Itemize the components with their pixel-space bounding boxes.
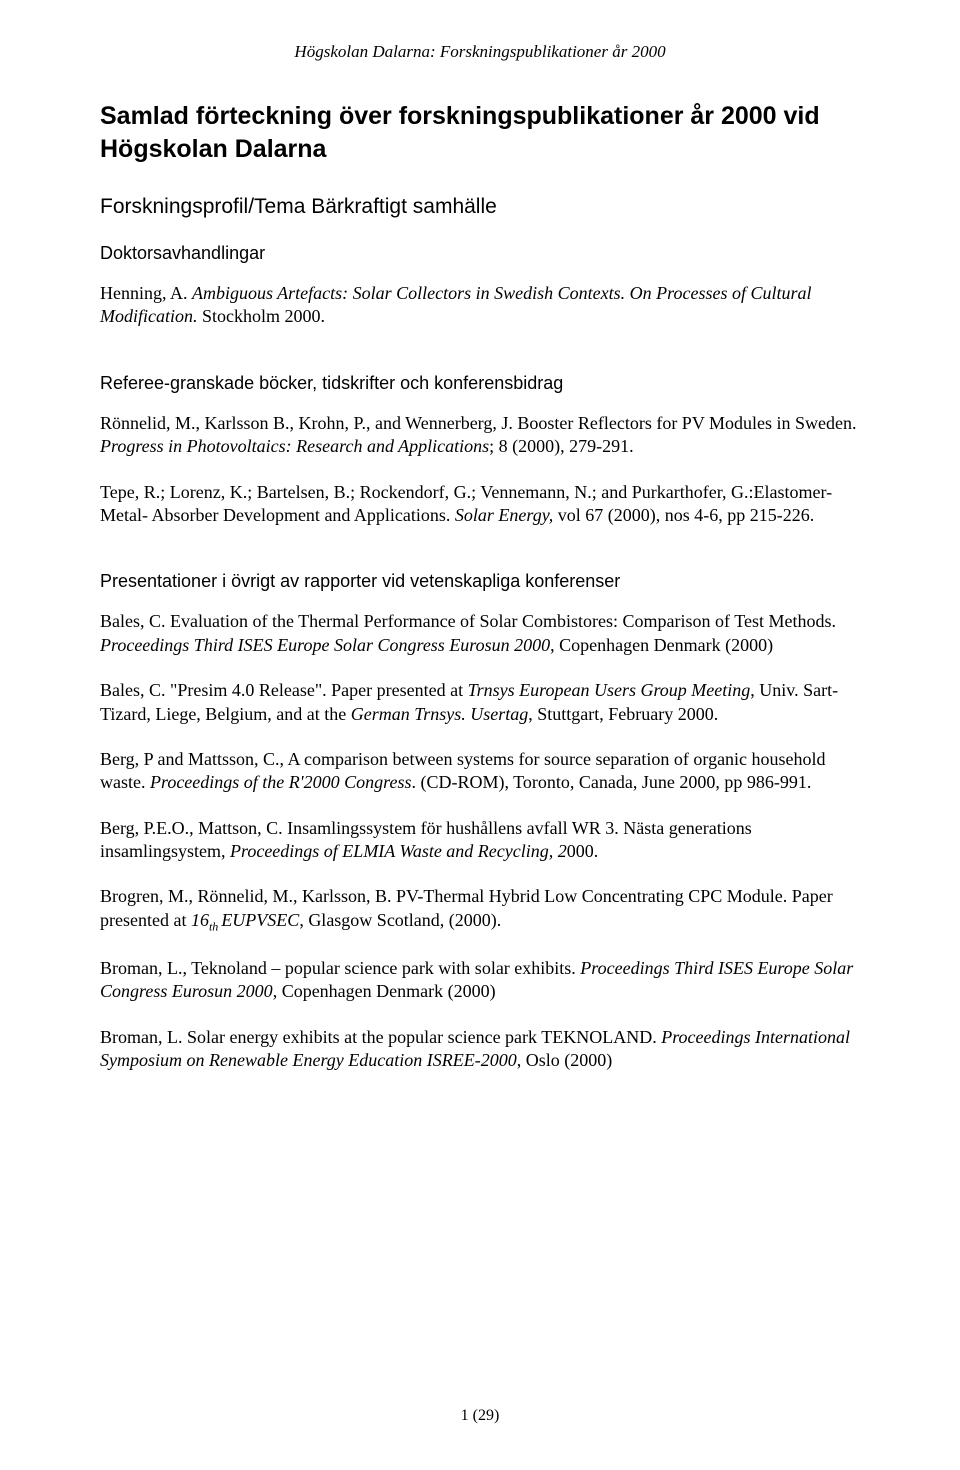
entry-ronnelid: Rönnelid, M., Karlsson B., Krohn, P., an… — [100, 412, 860, 459]
entry-tail: , Copenhagen Denmark (2000) — [273, 981, 496, 1001]
entry-meeting2: German Trnsys. Usertag — [351, 704, 529, 724]
entry-proceedings: Proceedings of ELMIA Waste and Recycling… — [230, 841, 567, 861]
entry-tail: , Copenhagen Denmark (2000) — [550, 635, 773, 655]
entry-journal: Progress in Photovoltaics: Research and … — [100, 436, 489, 456]
entry-meeting: Trnsys European Users Group Meeting — [468, 680, 751, 700]
subheading-doctoral: Doktorsavhandlingar — [100, 243, 860, 264]
entry-bales-2: Bales, C. "Presim 4.0 Release". Paper pr… — [100, 679, 860, 726]
entry-tail: , Oslo (2000) — [517, 1050, 613, 1070]
entry-berg-1: Berg, P and Mattsson, C., A comparison b… — [100, 748, 860, 795]
entry-henning: Henning, A. Ambiguous Artefacts: Solar C… — [100, 282, 860, 329]
entry-tail: , Stuttgart, February 2000. — [528, 704, 718, 724]
entry-tail: vol 67 (2000), nos 4-6, pp 215-226. — [553, 505, 814, 525]
entry-text: Broman, L. Solar energy exhibits at the … — [100, 1027, 661, 1047]
entry-broman-1: Broman, L., Teknoland – popular science … — [100, 957, 860, 1004]
subheading-presentations: Presentationer i övrigt av rapporter vid… — [100, 571, 860, 592]
section-heading: Forskningsprofil/Tema Bärkraftigt samhäl… — [100, 195, 860, 219]
entry-brogren: Brogren, M., Rönnelid, M., Karlsson, B. … — [100, 885, 860, 935]
entry-text: Broman, L., Teknoland – popular science … — [100, 958, 580, 978]
document-page: Högskolan Dalarna: Forskningspublikation… — [0, 0, 960, 1470]
entry-berg-2: Berg, P.E.O., Mattson, C. Insamlingssyst… — [100, 817, 860, 864]
entry-num: 16 — [191, 910, 209, 930]
entry-author: Henning, A. — [100, 283, 192, 303]
entry-tail: , Glasgow Scotland, (2000). — [299, 910, 501, 930]
entry-proceedings: Proceedings Third ISES Europe Solar Cong… — [100, 635, 550, 655]
subheading-referee: Referee-granskade böcker, tidskrifter oc… — [100, 373, 860, 394]
entry-tail: 000. — [567, 841, 599, 861]
entry-proceedings: Proceedings of the R'2000 Congress — [150, 772, 411, 792]
entry-conf: EUPVSEC — [221, 910, 299, 930]
main-title: Samlad förteckning över forskningspublik… — [100, 100, 860, 165]
entry-sub: th — [209, 919, 221, 933]
entry-bales-1: Bales, C. Evaluation of the Thermal Perf… — [100, 610, 860, 657]
entry-text: Bales, C. Evaluation of the Thermal Perf… — [100, 611, 836, 631]
entry-broman-2: Broman, L. Solar energy exhibits at the … — [100, 1026, 860, 1073]
entry-text: Bales, C. "Presim 4.0 Release". Paper pr… — [100, 680, 468, 700]
entry-text: Rönnelid, M., Karlsson B., Krohn, P., an… — [100, 413, 856, 433]
entry-tail: . (CD-ROM), Toronto, Canada, June 2000, … — [411, 772, 811, 792]
entry-journal: Solar Energy, — [455, 505, 553, 525]
page-header: Högskolan Dalarna: Forskningspublikation… — [100, 42, 860, 62]
entry-tail: ; 8 (2000), 279-291. — [489, 436, 633, 456]
entry-tail: Stockholm 2000. — [198, 306, 326, 326]
page-footer: 1 (29) — [0, 1407, 960, 1425]
entry-tepe: Tepe, R.; Lorenz, K.; Bartelsen, B.; Roc… — [100, 481, 860, 528]
